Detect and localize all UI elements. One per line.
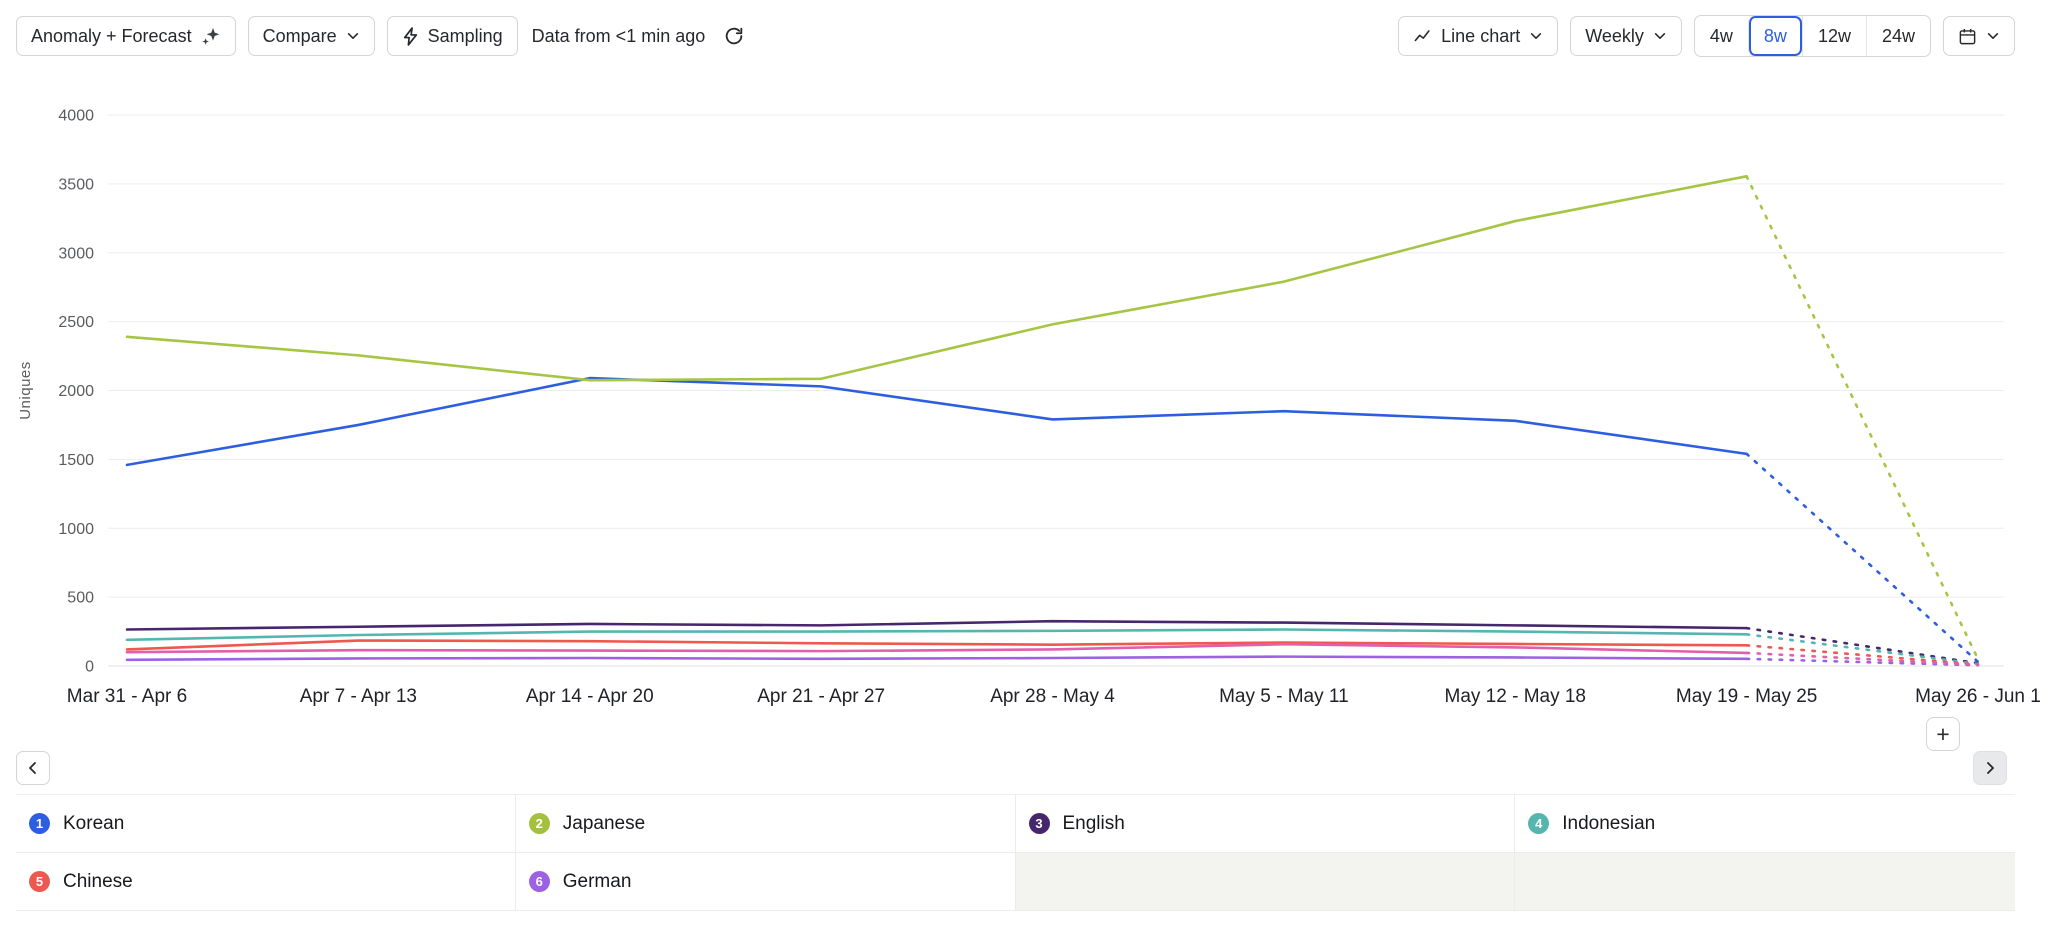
series-line-6[interactable] [125, 655, 1748, 662]
series-5-badge: 5 [29, 871, 50, 892]
y-axis-title: Uniques [17, 361, 34, 420]
series-4-label: Indonesian [1562, 812, 1656, 834]
y-axis-tick-label: 1500 [58, 452, 94, 469]
series-3-badge: 3 [1028, 813, 1050, 834]
lightning-icon [403, 26, 417, 46]
range-option-12w[interactable]: 12w [1801, 16, 1866, 56]
legend-row-1: 1 Korean 2 Japanese 3 English 4 Indonesi… [16, 795, 2015, 853]
y-axis-tick-label: 0 [85, 659, 94, 676]
refresh-button[interactable] [719, 21, 749, 51]
anomaly-forecast-button[interactable]: Anomaly + Forecast [16, 16, 236, 56]
legend-item-indonesian[interactable]: 4 Indonesian [1515, 795, 2015, 852]
line-chart-icon [1414, 29, 1430, 41]
series-forecast-line-2[interactable] [1745, 174, 1980, 661]
date-range-group: 4w 8w 12w 24w [1693, 15, 1931, 57]
chart-type-label: Line chart [1441, 26, 1521, 46]
x-axis-tick-label: Mar 31 - Apr 6 [67, 686, 187, 707]
series-6-label: German [562, 870, 632, 892]
toolbar-left: Anomaly + Forecast Compare Sampling Data… [16, 16, 749, 56]
refresh-icon [726, 27, 743, 45]
anomaly-forecast-label: Anomaly + Forecast [31, 26, 192, 46]
series-line-3[interactable] [125, 619, 1748, 631]
toolbar-right: Line chart Weekly 4w 8w 12w 24w [1398, 15, 2015, 57]
x-axis-tick-label: Apr 14 - Apr 20 [526, 686, 654, 707]
compare-button[interactable]: Compare [247, 16, 375, 56]
legend-prev-button[interactable] [16, 751, 50, 785]
interval-button[interactable]: Weekly [1570, 16, 1682, 56]
x-axis-tick-label: May 5 - May 11 [1219, 686, 1349, 707]
legend-item-english[interactable]: 3 English [1015, 795, 1516, 852]
series-6-badge: 6 [528, 871, 550, 892]
series-1-label: Korean [63, 812, 125, 834]
chevron-down-icon [1654, 33, 1666, 39]
compare-label: Compare [262, 26, 337, 46]
legend-item-chinese[interactable]: 5 Chinese [16, 853, 516, 910]
date-picker-button[interactable] [1943, 16, 2015, 56]
chevron-down-icon [347, 33, 358, 39]
trends-line-chart[interactable]: 0 500 1000 1500 2000 2500 3000 3500 4000 Mar 31 -… [0, 0, 2048, 715]
sampling-button[interactable]: Sampling [386, 16, 518, 56]
ai-sparkle-icon [201, 28, 219, 45]
series-line-1[interactable] [125, 376, 1748, 467]
chart-type-button[interactable]: Line chart [1398, 16, 1559, 56]
legend-next-button[interactable] [1973, 751, 2007, 785]
legend-item-german[interactable]: 6 German [515, 853, 1016, 910]
y-axis-tick-label: 3000 [58, 245, 94, 262]
series-4-badge: 4 [1528, 813, 1550, 834]
series-line-2[interactable] [125, 174, 1748, 382]
series-line-5[interactable] [125, 639, 1748, 651]
series-2-label: Japanese [562, 812, 646, 834]
interval-label: Weekly [1585, 26, 1644, 46]
y-axis-tick-label: 2500 [58, 314, 94, 331]
chevron-right-icon [1987, 762, 1994, 774]
legend-row-2: 5 Chinese 6 German [16, 853, 2015, 911]
legend-table: 1 Korean 2 Japanese 3 English 4 Indonesi… [16, 794, 2015, 911]
sampling-label: Sampling [427, 26, 503, 46]
y-axis-tick-label: 1000 [58, 521, 94, 538]
y-axis-tick-label: 500 [67, 590, 94, 607]
plus-button[interactable]: + [1926, 717, 1960, 751]
series-1-badge: 1 [29, 813, 50, 834]
series-forecast-line-3[interactable] [1745, 626, 1980, 665]
range-option-24w[interactable]: 24w [1865, 16, 1930, 56]
range-option-8w[interactable]: 8w [1747, 16, 1802, 56]
x-axis-tick-label: Apr 7 - Apr 13 [300, 686, 417, 707]
legend-item-japanese[interactable]: 2 Japanese [515, 795, 1016, 852]
y-axis-tick-label: 3500 [58, 176, 94, 193]
calendar-icon [1959, 28, 1976, 44]
y-axis-tick-label: 4000 [58, 108, 94, 125]
legend-item-korean[interactable]: 1 Korean [16, 795, 516, 852]
series-line-4[interactable] [125, 628, 1748, 642]
series-line-7[interactable] [125, 642, 1748, 655]
x-axis-tick-label: May 26 - Jun 1 [1915, 686, 2041, 707]
chevron-down-icon [1531, 33, 1542, 39]
chevron-left-icon [29, 762, 36, 774]
series-forecast-line-1[interactable] [1745, 452, 1980, 664]
x-axis-tick-label: Apr 21 - Apr 27 [757, 686, 885, 707]
chevron-down-icon [1987, 33, 1999, 39]
data-freshness-text: Data from <1 min ago [531, 25, 706, 46]
range-option-4w[interactable]: 4w [1695, 16, 1748, 56]
series-2-badge: 2 [528, 813, 550, 834]
chart-toolbar: Anomaly + Forecast Compare Sampling Data… [16, 15, 2015, 57]
x-axis-tick-label: May 12 - May 18 [1445, 686, 1587, 707]
x-axis-tick-label: Apr 28 - May 4 [990, 686, 1115, 707]
y-axis-tick-label: 2000 [58, 383, 94, 400]
legend-empty-cell [1515, 853, 2015, 910]
series-3-label: English [1062, 812, 1125, 834]
x-axis-tick-label: May 19 - May 25 [1676, 686, 1818, 707]
series-5-label: Chinese [63, 870, 133, 892]
legend-empty-cell [1015, 853, 1516, 910]
